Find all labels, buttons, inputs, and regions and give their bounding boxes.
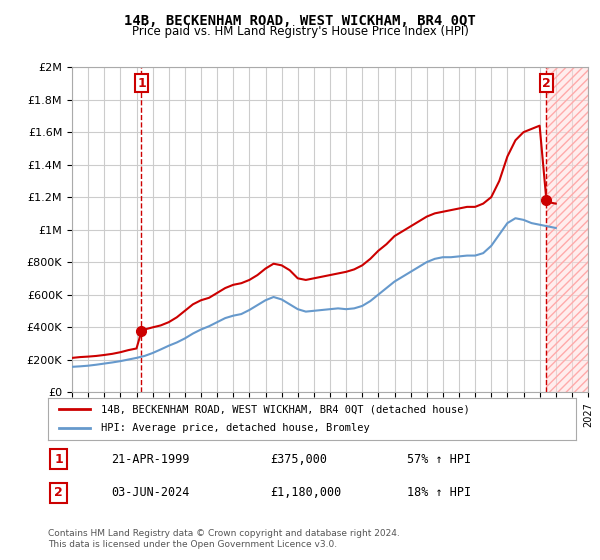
Text: 2: 2 <box>542 77 551 90</box>
Text: 14B, BECKENHAM ROAD, WEST WICKHAM, BR4 0QT (detached house): 14B, BECKENHAM ROAD, WEST WICKHAM, BR4 0… <box>101 404 470 414</box>
Text: 57% ↑ HPI: 57% ↑ HPI <box>407 452 471 466</box>
Bar <box>547 67 588 392</box>
Text: 18% ↑ HPI: 18% ↑ HPI <box>407 486 471 500</box>
Text: Contains HM Land Registry data © Crown copyright and database right 2024.
This d: Contains HM Land Registry data © Crown c… <box>48 529 400 549</box>
Text: Price paid vs. HM Land Registry's House Price Index (HPI): Price paid vs. HM Land Registry's House … <box>131 25 469 38</box>
Text: 03-JUN-2024: 03-JUN-2024 <box>112 486 190 500</box>
Text: 21-APR-1999: 21-APR-1999 <box>112 452 190 466</box>
Text: 2: 2 <box>54 486 63 500</box>
Text: HPI: Average price, detached house, Bromley: HPI: Average price, detached house, Brom… <box>101 423 370 433</box>
Text: 1: 1 <box>137 77 146 90</box>
Text: £1,180,000: £1,180,000 <box>270 486 341 500</box>
Text: 1: 1 <box>54 452 63 466</box>
Text: 14B, BECKENHAM ROAD, WEST WICKHAM, BR4 0QT: 14B, BECKENHAM ROAD, WEST WICKHAM, BR4 0… <box>124 14 476 28</box>
Bar <box>547 67 588 392</box>
Text: £375,000: £375,000 <box>270 452 327 466</box>
